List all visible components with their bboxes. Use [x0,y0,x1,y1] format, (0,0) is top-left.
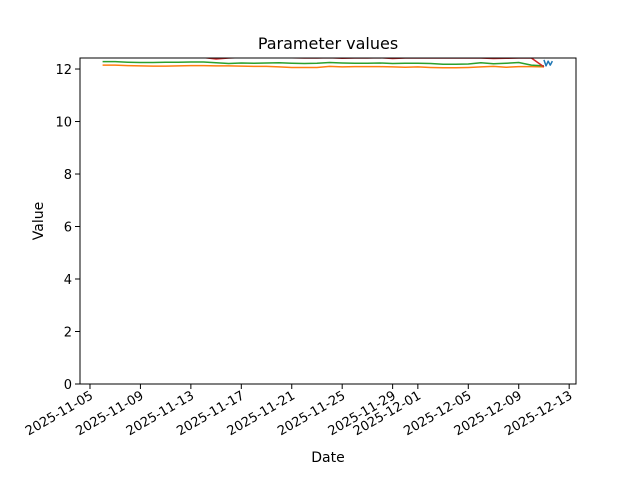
axes-frame [79,57,577,385]
y-tick-label: 2 [64,326,72,341]
series-line [102,60,544,67]
y-tick-label: 8 [64,168,72,183]
chart-title: Parameter values [258,34,398,53]
y-tick-label: 6 [64,221,72,236]
y-tick-label: 4 [64,273,72,288]
y-axis-label: Value [31,202,47,240]
y-tick-label: 12 [55,63,72,78]
x-axis-label: Date [311,450,344,466]
y-tick-label: 10 [55,116,72,131]
y-tick-label: 0 [64,378,72,393]
series-line [102,64,544,69]
plot-lines [102,58,554,69]
series-line [543,59,554,67]
